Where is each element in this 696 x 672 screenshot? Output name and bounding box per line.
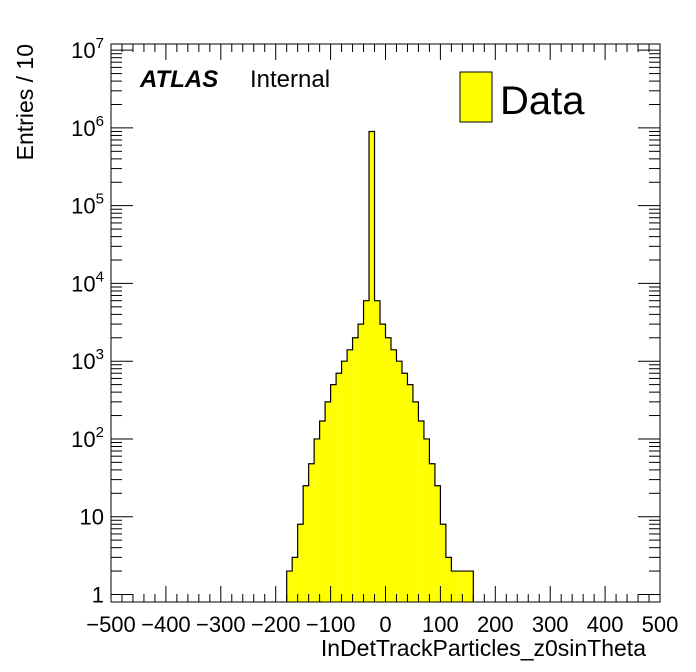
y-tick-label: 1 <box>92 582 104 607</box>
histogram-bar <box>385 337 391 602</box>
histogram-bar <box>347 349 353 602</box>
x-tick-label: 200 <box>477 612 514 637</box>
histogram-bars <box>286 131 474 603</box>
x-tick-label: −500 <box>86 612 136 637</box>
histogram-outline <box>286 130 474 602</box>
histogram-bar <box>325 401 331 602</box>
x-tick-label: 500 <box>642 612 679 637</box>
x-axis-title: InDetTrackParticles_z0sinTheta <box>321 635 646 661</box>
histogram-bar <box>380 324 386 602</box>
histogram-outline-path <box>286 130 474 602</box>
histogram-bar <box>418 421 424 602</box>
histogram-bar <box>363 300 370 602</box>
atlas-status-label: Internal <box>250 66 330 93</box>
x-tick-label: −300 <box>196 612 246 637</box>
histogram-bar <box>308 463 315 602</box>
y-tick-label: 107 <box>71 35 104 63</box>
x-axis-ticks <box>110 44 661 602</box>
histogram-bar <box>341 361 348 602</box>
histogram-bar <box>369 131 375 603</box>
histogram-bar <box>330 384 337 602</box>
histogram-bar <box>319 421 326 602</box>
histogram-bar <box>456 571 463 602</box>
histogram-bar <box>358 324 364 602</box>
x-axis-tick-labels: −500 −400 −300 −200 −100 0 100 200 300 400 500 <box>86 612 678 637</box>
y-tick-label: 104 <box>71 268 104 296</box>
x-tick-label: 400 <box>587 612 624 637</box>
histogram-bar <box>352 337 359 602</box>
x-tick-label: 0 <box>379 612 391 637</box>
histogram-bar <box>314 438 320 602</box>
histogram-bar <box>407 384 413 602</box>
y-axis-tick-labels: 1 10 102 103 104 105 106 107 <box>71 35 104 607</box>
x-tick-label: 100 <box>422 612 459 637</box>
histogram-bar <box>467 571 474 602</box>
y-tick-label: 102 <box>71 424 104 452</box>
histogram-bar <box>286 571 293 602</box>
histogram-bar <box>451 571 457 602</box>
histogram-bar <box>423 438 430 602</box>
y-tick-label: 10 <box>80 505 104 530</box>
x-tick-label: −400 <box>141 612 191 637</box>
y-axis-title: Entries / 10 <box>12 44 38 160</box>
y-tick-label: 105 <box>71 191 104 219</box>
legend-swatch <box>459 71 493 123</box>
y-axis-ticks <box>111 49 660 595</box>
histogram-bar <box>390 349 397 602</box>
legend: Data <box>459 71 585 123</box>
x-tick-label: −100 <box>306 612 356 637</box>
atlas-label: ATLAS <box>139 66 218 93</box>
histogram-bar <box>434 485 441 602</box>
histogram-bar <box>297 524 304 602</box>
y-tick-label: 103 <box>71 346 104 374</box>
histogram-bar <box>292 557 298 602</box>
x-tick-label: −200 <box>251 612 301 637</box>
legend-entry-data: Data <box>500 79 585 123</box>
histogram-bar <box>445 557 452 602</box>
histogram-bar <box>396 361 402 602</box>
histogram-bar <box>440 524 446 602</box>
histogram-bar <box>374 300 381 602</box>
histogram-bar <box>336 373 342 602</box>
histogram-bar <box>303 485 309 602</box>
x-tick-label: 300 <box>532 612 569 637</box>
histogram-bar <box>401 373 408 602</box>
histogram-bar <box>462 571 468 602</box>
histogram-bar <box>412 401 419 602</box>
y-tick-label: 106 <box>71 113 104 141</box>
histogram-bar <box>429 463 435 602</box>
